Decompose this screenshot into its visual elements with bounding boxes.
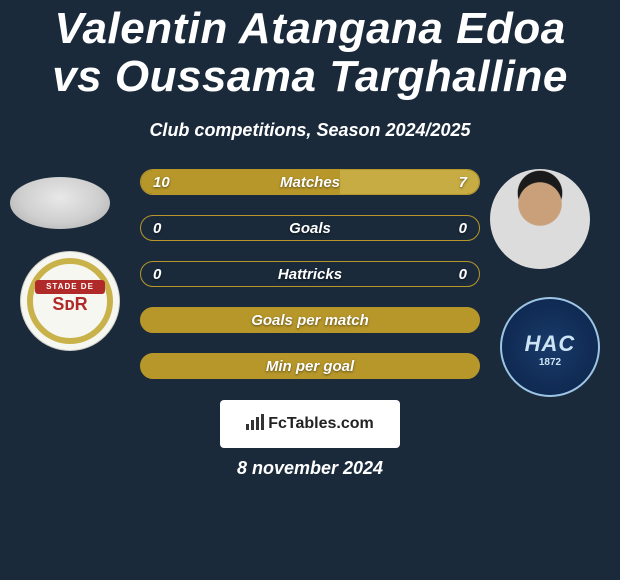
comparison-title: Valentin Atangana Edoa vs Oussama Targha… — [0, 0, 620, 102]
stat-label: Hattricks — [141, 262, 479, 286]
content-area: STADE DE REIMS SᴅR HAC 1872 107Matches 00… — [0, 169, 620, 409]
player-right-photo — [490, 169, 590, 269]
stat-label: Goals per match — [141, 308, 479, 332]
crest-left-main: SᴅR — [21, 294, 119, 315]
crest-right-year: 1872 — [502, 357, 598, 368]
stat-label: Min per goal — [141, 354, 479, 378]
stat-row: Goals per match — [140, 307, 480, 333]
footer-branding: FcTables.com — [220, 400, 400, 448]
crest-left-banner: STADE DE REIMS — [35, 280, 105, 294]
stat-label: Goals — [141, 216, 479, 240]
comparison-card: Valentin Atangana Edoa vs Oussama Targha… — [0, 0, 620, 409]
stat-row: 00Goals — [140, 215, 480, 241]
stat-label: Matches — [141, 170, 479, 194]
stat-row: 00Hattricks — [140, 261, 480, 287]
club-crest-left: STADE DE REIMS SᴅR — [20, 251, 120, 351]
crest-right-main: HAC — [502, 331, 598, 357]
club-crest-right: HAC 1872 — [500, 297, 600, 397]
footer-date: 8 november 2024 — [0, 458, 620, 479]
comparison-subtitle: Club competitions, Season 2024/2025 — [0, 120, 620, 141]
player-right-face — [490, 169, 590, 269]
stat-row: Min per goal — [140, 353, 480, 379]
stat-row: 107Matches — [140, 169, 480, 195]
stat-bars: 107Matches 00Goals 00Hattricks Goals per ma… — [140, 169, 480, 399]
player-left-photo — [10, 177, 110, 229]
chart-bars-icon — [246, 414, 264, 435]
footer-site: FcTables.com — [268, 415, 374, 433]
player-left-silhouette — [10, 177, 110, 229]
